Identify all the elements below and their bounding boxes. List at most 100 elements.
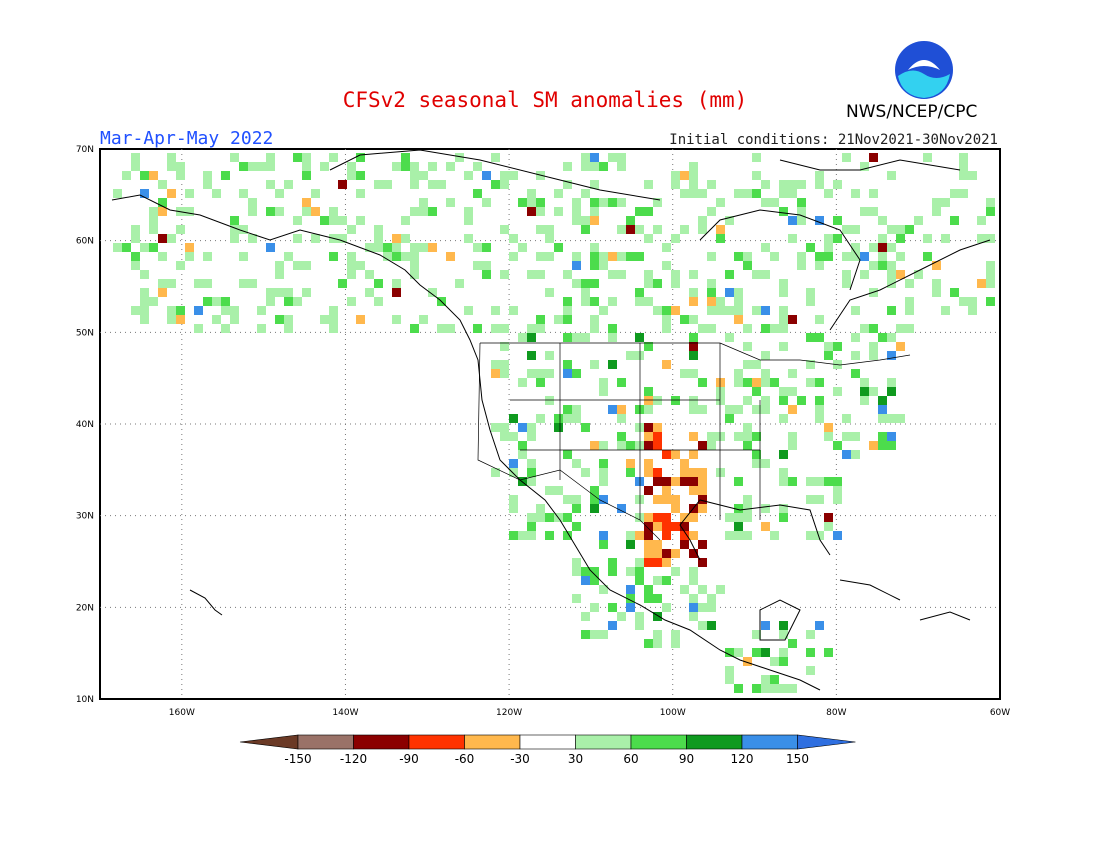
anomaly-cell bbox=[662, 486, 671, 495]
anomaly-cell bbox=[779, 279, 788, 288]
anomaly-cell bbox=[419, 243, 428, 252]
anomaly-cell bbox=[842, 450, 851, 459]
anomaly-cell bbox=[689, 180, 698, 189]
anomaly-cell bbox=[464, 216, 473, 225]
anomaly-cell bbox=[122, 171, 131, 180]
anomaly-cell bbox=[203, 180, 212, 189]
anomaly-cell bbox=[509, 171, 518, 180]
anomaly-cell bbox=[968, 297, 977, 306]
anomaly-cell bbox=[752, 171, 761, 180]
anomaly-cell bbox=[581, 612, 590, 621]
anomaly-cell bbox=[698, 468, 707, 477]
anomaly-cell bbox=[680, 459, 689, 468]
anomaly-cell bbox=[923, 252, 932, 261]
anomaly-cell bbox=[527, 207, 536, 216]
anomaly-cell bbox=[572, 333, 581, 342]
anomaly-cell bbox=[644, 459, 653, 468]
anomaly-cell bbox=[500, 180, 509, 189]
anomaly-cell bbox=[266, 288, 275, 297]
anomaly-cell bbox=[518, 441, 527, 450]
anomaly-cell bbox=[635, 477, 644, 486]
anomaly-cell bbox=[590, 153, 599, 162]
anomaly-cell bbox=[752, 450, 761, 459]
anomaly-cell bbox=[851, 243, 860, 252]
anomaly-cell bbox=[347, 252, 356, 261]
anomaly-cell bbox=[779, 630, 788, 639]
anomaly-cell bbox=[689, 171, 698, 180]
anomaly-cell bbox=[464, 306, 473, 315]
anomaly-cell bbox=[581, 225, 590, 234]
anomaly-cell bbox=[581, 279, 590, 288]
anomaly-cell bbox=[473, 243, 482, 252]
anomaly-cell bbox=[446, 252, 455, 261]
anomaly-cell bbox=[716, 468, 725, 477]
anomaly-cell bbox=[113, 189, 122, 198]
anomaly-cell bbox=[410, 171, 419, 180]
anomaly-cell bbox=[689, 486, 698, 495]
anomaly-cell bbox=[680, 468, 689, 477]
anomaly-cell bbox=[770, 324, 779, 333]
anomaly-cell bbox=[149, 225, 158, 234]
anomaly-cell bbox=[653, 477, 662, 486]
anomaly-cell bbox=[563, 270, 572, 279]
anomaly-cell bbox=[545, 351, 554, 360]
lon-tick-label: 80W bbox=[826, 708, 846, 718]
anomaly-cell bbox=[833, 441, 842, 450]
anomaly-cell bbox=[356, 189, 365, 198]
anomaly-cell bbox=[392, 243, 401, 252]
anomaly-cell bbox=[473, 162, 482, 171]
anomaly-cell bbox=[536, 315, 545, 324]
anomaly-cell bbox=[266, 297, 275, 306]
anomaly-cell bbox=[635, 576, 644, 585]
anomaly-cell bbox=[545, 486, 554, 495]
anomaly-cell bbox=[482, 198, 491, 207]
anomaly-cell bbox=[599, 531, 608, 540]
anomaly-cell bbox=[599, 261, 608, 270]
anomaly-cell bbox=[581, 189, 590, 198]
anomaly-cell bbox=[581, 567, 590, 576]
anomaly-cell bbox=[689, 468, 698, 477]
anomaly-cell bbox=[599, 441, 608, 450]
anomaly-cell bbox=[347, 261, 356, 270]
anomaly-cell bbox=[644, 405, 653, 414]
lon-tick-label: 140W bbox=[332, 708, 358, 718]
anomaly-cell bbox=[680, 531, 689, 540]
anomaly-cell bbox=[599, 198, 608, 207]
anomaly-cell bbox=[149, 243, 158, 252]
anomaly-cell bbox=[167, 234, 176, 243]
anomaly-cell bbox=[770, 657, 779, 666]
anomaly-cell bbox=[653, 423, 662, 432]
anomaly-cell bbox=[536, 252, 545, 261]
anomaly-cell bbox=[941, 198, 950, 207]
anomaly-cell bbox=[392, 162, 401, 171]
colorbar-label: -120 bbox=[340, 752, 367, 766]
anomaly-cell bbox=[662, 306, 671, 315]
anomaly-cell bbox=[365, 288, 374, 297]
anomaly-cell bbox=[455, 153, 464, 162]
anomaly-cell bbox=[401, 162, 410, 171]
anomaly-cell bbox=[914, 270, 923, 279]
anomaly-cell bbox=[689, 189, 698, 198]
anomaly-cell bbox=[617, 378, 626, 387]
colorbar-segment bbox=[353, 734, 410, 750]
anomaly-cell bbox=[680, 171, 689, 180]
anomaly-cell bbox=[815, 333, 824, 342]
anomaly-cell bbox=[491, 468, 500, 477]
anomaly-cell bbox=[491, 369, 500, 378]
anomaly-cell bbox=[590, 360, 599, 369]
colorbar-max-arrow bbox=[797, 734, 856, 750]
anomaly-cell bbox=[923, 153, 932, 162]
anomaly-cell bbox=[671, 180, 680, 189]
anomaly-cell bbox=[536, 414, 545, 423]
anomaly-cell bbox=[842, 225, 851, 234]
anomaly-cell bbox=[779, 315, 788, 324]
anomaly-cell bbox=[293, 153, 302, 162]
anomaly-cell bbox=[635, 225, 644, 234]
anomaly-cell bbox=[608, 603, 617, 612]
anomaly-cell bbox=[419, 198, 428, 207]
anomaly-cell bbox=[860, 378, 869, 387]
anomaly-cell bbox=[617, 504, 626, 513]
anomaly-cell bbox=[716, 396, 725, 405]
anomaly-cell bbox=[356, 261, 365, 270]
anomaly-cell bbox=[635, 288, 644, 297]
